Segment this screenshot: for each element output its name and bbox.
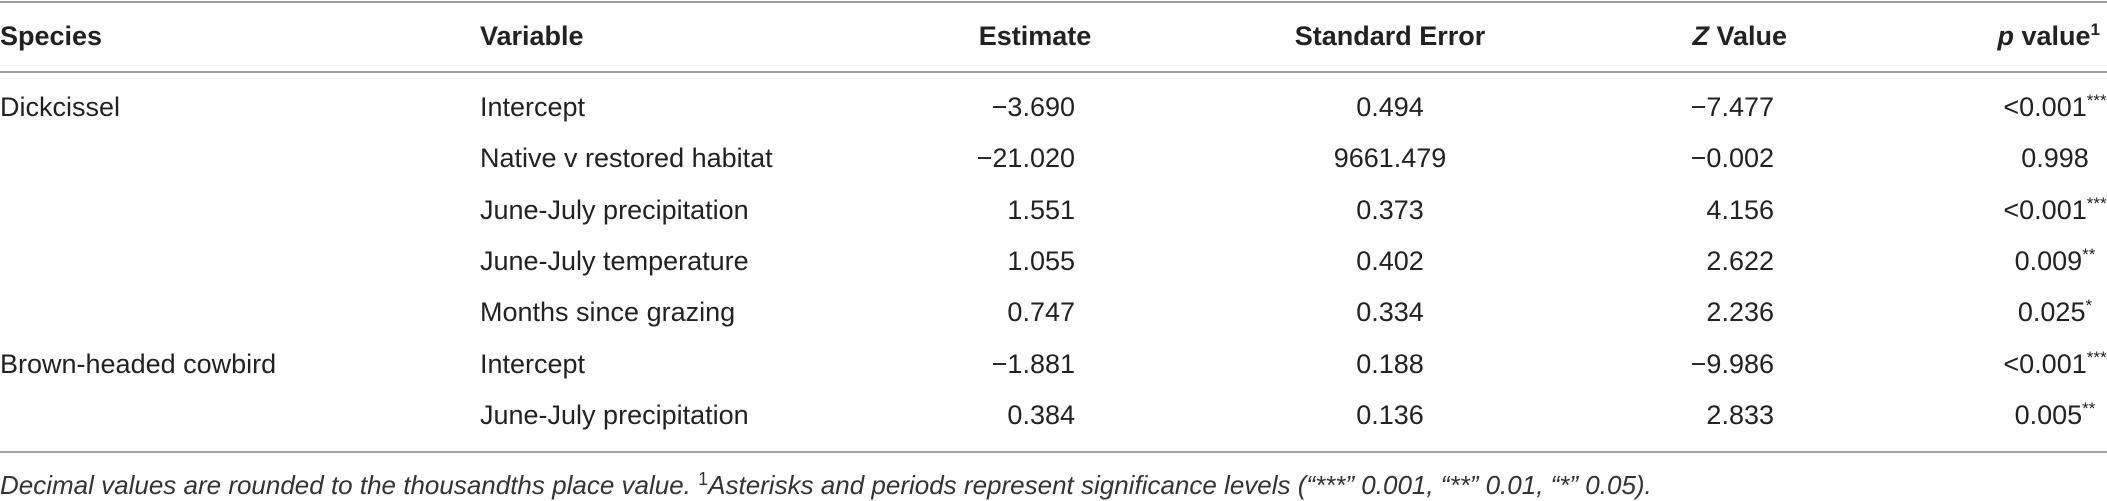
p-value-cell: 0.998	[2021, 141, 2089, 175]
superscript: ***	[2086, 91, 2107, 110]
table-cell: −9.986	[1690, 348, 1774, 379]
table-cell: Months since grazing	[480, 297, 736, 328]
table-cell: 9661.479	[1333, 143, 1447, 174]
header-cell: Standard Error	[1295, 19, 1486, 53]
table-cell: June-July precipitation	[480, 194, 749, 225]
table-cell: Intercept	[480, 92, 586, 122]
header-cell: Estimate	[979, 19, 1092, 53]
footnote-text: Decimal values are rounded to the thousa…	[0, 470, 699, 500]
table-cell: −1.881	[991, 348, 1075, 379]
text: 0.005	[2014, 399, 2083, 430]
table-cell: 2.833	[1706, 399, 1774, 430]
text: Variable	[480, 21, 584, 51]
table-cell: 0.384	[1007, 399, 1075, 430]
text: Estimate	[978, 21, 1092, 51]
italic-text: Z	[1692, 21, 1709, 51]
table-cell: 0.494	[1356, 92, 1424, 122]
italic-text: p	[1997, 21, 2014, 51]
species-cell: Dickcissel	[0, 92, 121, 122]
footnote: Decimal values are rounded to the thousa…	[0, 468, 1652, 501]
footnote-text: Asterisks and periods represent signific…	[708, 470, 1652, 500]
table-cell: 2.236	[1706, 297, 1774, 328]
table-cell: 4.156	[1706, 194, 1774, 225]
table-cell: −7.477	[1690, 92, 1774, 122]
table-cell: −21.020	[976, 143, 1075, 174]
text: Value	[1708, 21, 1787, 51]
top-rule	[0, 1, 2107, 3]
table-cell: 0.402	[1356, 245, 1424, 276]
species-cell: Brown-headed cowbird	[0, 348, 277, 379]
table-cell: 0.747	[1007, 297, 1075, 328]
table-cell: 0.136	[1356, 399, 1424, 430]
header-cell: Variable	[480, 19, 584, 53]
text: <0.001	[2003, 194, 2087, 225]
p-value-cell: 0.025*	[2018, 295, 2092, 329]
p-value-cell: <0.001***	[2003, 193, 2106, 227]
table-cell: June-July temperature	[480, 245, 749, 276]
superscript: ***	[2086, 193, 2107, 213]
bottom-rule	[0, 451, 2107, 453]
superscript: **	[2082, 398, 2096, 418]
table-cell: 2.622	[1706, 245, 1774, 276]
superscript: *	[2085, 296, 2093, 316]
table-cell: 1.055	[1007, 245, 1075, 276]
table-cell: −3.690	[991, 92, 1075, 122]
p-value-cell: 0.009**	[2015, 244, 2096, 278]
text: <0.001	[2003, 348, 2087, 379]
p-value-cell: <0.001***	[2003, 90, 2106, 124]
header-cell: Z Value	[1692, 19, 1787, 53]
header-rule	[0, 71, 2107, 73]
text: 0.009	[2014, 245, 2083, 276]
p-value-cell: <0.001***	[2003, 347, 2106, 381]
text: <0.001	[2003, 92, 2087, 122]
text: 0.025	[2017, 297, 2086, 328]
table-cell: 1.551	[1007, 194, 1075, 225]
header-cell: Species	[0, 19, 102, 53]
superscript: 1	[2090, 20, 2100, 39]
text: Species	[0, 21, 103, 51]
header-cell: p value1	[1997, 19, 2100, 53]
text: Standard Error	[1294, 21, 1486, 51]
table-cell: 0.373	[1356, 194, 1424, 225]
table-cell: 0.334	[1356, 297, 1424, 328]
table-cell: Intercept	[480, 348, 586, 379]
table-cell: June-July precipitation	[480, 399, 749, 430]
p-value-cell: 0.005**	[2015, 398, 2096, 432]
superscript: **	[2082, 244, 2096, 264]
table-cell: Native v restored habitat	[480, 143, 773, 174]
table-cell: 0.188	[1356, 348, 1424, 379]
text: value	[2013, 21, 2091, 51]
text: 0.998	[2021, 143, 2089, 174]
superscript: ***	[2086, 347, 2107, 367]
footnote-marker: 1	[698, 469, 709, 489]
table-cell: −0.002	[1690, 143, 1774, 174]
